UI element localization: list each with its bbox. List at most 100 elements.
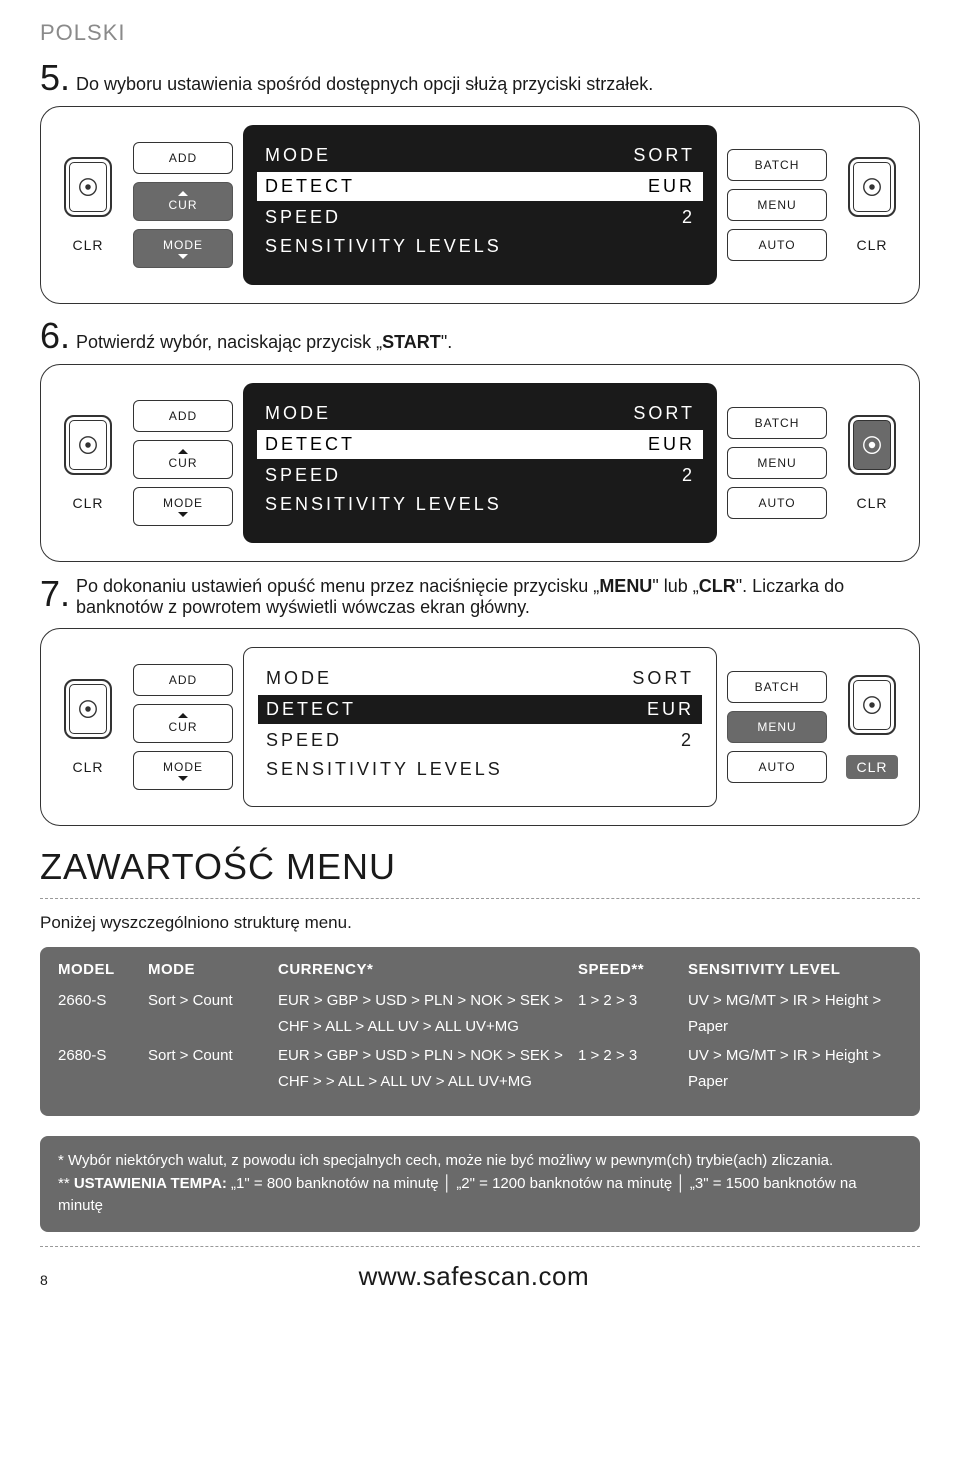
mode-button[interactable]: MODE [133, 229, 233, 268]
table-row: 2680-S Sort > Count EUR > GBP > USD > PL… [58, 1043, 902, 1094]
mode-label-3: MODE [163, 760, 203, 774]
screen-row-sens-2: SENSITIVITY LEVELS [265, 490, 695, 519]
screen-row-sens-3: SENSITIVITY LEVELS [266, 755, 694, 784]
detect-val-2: EUR [648, 434, 695, 455]
record-button-left-2[interactable] [64, 415, 112, 475]
screen-row-speed-2: SPEED2 [265, 461, 695, 490]
mode-label: MODE [163, 238, 203, 252]
cur-button-3[interactable]: CUR [133, 704, 233, 743]
record-button-right[interactable] [848, 157, 896, 217]
record-icon [861, 176, 883, 198]
table-row: 2660-S Sort > Count EUR > GBP > USD > PL… [58, 988, 902, 1039]
sens-lbl-2: SENSITIVITY LEVELS [265, 494, 502, 515]
record-button-left-3[interactable] [64, 679, 112, 739]
display-screen-2: MODESORT DETECT EUR SPEED2 SENSITIVITY LE… [243, 383, 717, 543]
add-button[interactable]: ADD [133, 142, 233, 174]
td-mode: Sort > Count [148, 988, 278, 1014]
step-7: 7. Po dokonaniu ustawień opuść menu prze… [40, 576, 920, 618]
right-button-col-3: BATCH MENU AUTO [727, 671, 827, 783]
record-icon [77, 434, 99, 456]
right-edge-col: CLR [837, 157, 907, 253]
batch-button-3[interactable]: BATCH [727, 671, 827, 703]
menu-section-subtitle: Poniżej wyszczególniono strukturę menu. [40, 913, 920, 933]
footnote-box: * Wybór niektórych walut, z powodu ich s… [40, 1136, 920, 1232]
triangle-down-icon [178, 776, 188, 781]
control-panel-3: CLR ADD CUR MODE MODESORT DETECTEUR SPEE… [40, 628, 920, 826]
menu-button-2[interactable]: MENU [727, 447, 827, 479]
right-button-col-2: BATCH MENU AUTO [727, 407, 827, 519]
footnote-line-1: * Wybór niektórych walut, z powodu ich s… [58, 1150, 902, 1173]
left-edge-col-2: CLR [53, 415, 123, 511]
clr-label-right: CLR [856, 237, 887, 253]
page-footer: 8 www.safescan.com [40, 1246, 920, 1292]
screen-row-detect-3: DETECTEUR [258, 695, 702, 724]
step6-bold: START [382, 332, 441, 352]
speed-lbl: SPEED [265, 207, 341, 228]
fn2-prefix: ** [58, 1175, 74, 1192]
screen-row-mode-2: MODESORT [265, 399, 695, 428]
step-5-number: 5. [40, 60, 70, 96]
triangle-up-icon [178, 713, 188, 718]
start-button-highlighted[interactable] [848, 415, 896, 475]
auto-button-3[interactable]: AUTO [727, 751, 827, 783]
detect-lbl: DETECT [265, 176, 355, 197]
triangle-up-icon [178, 191, 188, 196]
step-7-number: 7. [40, 576, 70, 612]
cur-label-2: CUR [169, 456, 198, 470]
control-panel-2: CLR ADD CUR MODE MODESORT DETECTEUR SPEE… [40, 364, 920, 562]
triangle-up-icon [178, 449, 188, 454]
left-button-col-3: ADD CUR MODE [133, 664, 233, 790]
step7-mid: " lub „ [652, 576, 698, 596]
left-edge-col-3: CLR [53, 679, 123, 775]
cur-button[interactable]: CUR [133, 182, 233, 221]
mode-button-3[interactable]: MODE [133, 751, 233, 790]
record-icon [861, 694, 883, 716]
batch-button[interactable]: BATCH [727, 149, 827, 181]
step-6-number: 6. [40, 318, 70, 354]
step6-post: ". [441, 332, 452, 352]
footnote-line-2: ** USTAWIENIA TEMPA: „1" = 800 banknotów… [58, 1173, 902, 1218]
screen-row-speed: SPEED2 [265, 203, 695, 232]
left-edge-col: CLR [53, 157, 123, 253]
speed-val-3: 2 [681, 730, 694, 751]
td-mode: Sort > Count [148, 1043, 278, 1069]
clr-label-left-3: CLR [72, 759, 103, 775]
detect-lbl-3: DETECT [266, 699, 356, 720]
mode-button-2[interactable]: MODE [133, 487, 233, 526]
mode-val-2: SORT [633, 403, 695, 424]
screen-row-sens: SENSITIVITY LEVELS [265, 232, 695, 261]
step-5: 5. Do wyboru ustawienia spośród dostępny… [40, 60, 920, 96]
clr-label-left-2: CLR [72, 495, 103, 511]
menu-button[interactable]: MENU [727, 189, 827, 221]
record-button-left[interactable] [64, 157, 112, 217]
right-button-col: BATCH MENU AUTO [727, 149, 827, 261]
add-button-3[interactable]: ADD [133, 664, 233, 696]
menu-button-highlighted[interactable]: MENU [727, 711, 827, 743]
right-edge-col-2: CLR [837, 415, 907, 511]
menu-section-title: ZAWARTOŚĆ MENU [40, 846, 920, 888]
left-button-col-2: ADD CUR MODE [133, 400, 233, 526]
screen-row-detect: DETECTEUR [257, 172, 703, 201]
auto-button[interactable]: AUTO [727, 229, 827, 261]
step-6-text: Potwierdź wybór, naciskając przycisk „ST… [76, 332, 452, 353]
td-model: 2680-S [58, 1043, 148, 1069]
table-header-row: MODEL MODE CURRENCY* SPEED** SENSITIVITY… [58, 961, 902, 978]
record-button-right-3[interactable] [848, 675, 896, 735]
dashed-divider [40, 898, 920, 899]
auto-button-2[interactable]: AUTO [727, 487, 827, 519]
th-model: MODEL [58, 961, 148, 978]
step7-pre: Po dokonaniu ustawień opuść menu przez n… [76, 576, 599, 596]
page-number: 8 [40, 1272, 48, 1288]
mode-lbl-3: MODE [266, 668, 332, 689]
clr-label-right-2: CLR [856, 495, 887, 511]
cur-button-2[interactable]: CUR [133, 440, 233, 479]
batch-button-2[interactable]: BATCH [727, 407, 827, 439]
record-icon [77, 698, 99, 720]
screen-row-mode-3: MODE SORT [266, 664, 694, 693]
add-button-2[interactable]: ADD [133, 400, 233, 432]
step6-pre: Potwierdź wybór, naciskając przycisk „ [76, 332, 382, 352]
detect-lbl-2: DETECT [265, 434, 355, 455]
record-icon [77, 176, 99, 198]
mode-val-3: SORT [632, 668, 694, 689]
display-screen-3: MODESORT DETECTEUR SPEED2 SENSITIVITY LE… [243, 647, 717, 807]
